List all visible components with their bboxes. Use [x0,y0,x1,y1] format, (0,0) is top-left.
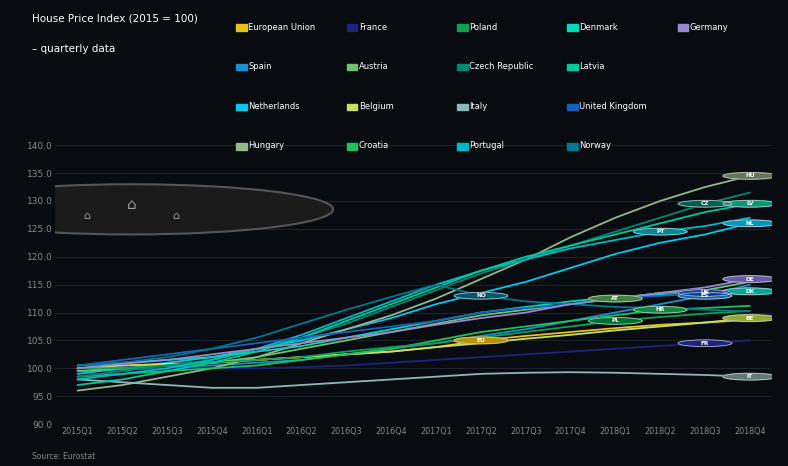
Text: Portugal: Portugal [469,141,504,151]
Text: LV: LV [746,201,753,206]
Text: ES: ES [701,293,709,298]
Circle shape [723,315,777,322]
Text: Netherlands: Netherlands [248,102,300,111]
Text: UK: UK [701,290,710,295]
Text: Spain: Spain [248,62,272,71]
Text: NL: NL [745,221,754,226]
Text: European Union: European Union [248,22,316,32]
Circle shape [678,293,732,299]
Text: AT: AT [611,296,619,301]
Text: – quarterly data: – quarterly data [32,44,115,54]
Circle shape [723,276,777,282]
Text: Denmark: Denmark [579,22,618,32]
Circle shape [0,184,333,234]
Text: DE: DE [745,276,754,281]
Circle shape [678,340,732,347]
Text: IT: IT [747,374,753,379]
Circle shape [723,373,777,380]
Text: ⌂: ⌂ [127,198,136,212]
Text: Hungary: Hungary [248,141,284,151]
Circle shape [454,337,507,344]
Text: EU: EU [477,338,485,343]
Text: Croatia: Croatia [359,141,389,151]
Circle shape [723,200,777,207]
Circle shape [723,220,777,226]
Text: Poland: Poland [469,22,497,32]
Circle shape [678,290,732,296]
Text: CZ: CZ [701,201,709,206]
Text: Latvia: Latvia [579,62,605,71]
Text: PT: PT [656,229,664,234]
Text: Belgium: Belgium [359,102,393,111]
Circle shape [678,200,732,207]
Circle shape [589,317,642,324]
Text: Germany: Germany [690,22,728,32]
Text: FR: FR [701,341,709,346]
Circle shape [634,228,687,235]
Circle shape [723,172,777,179]
Text: Norway: Norway [579,141,611,151]
Circle shape [454,293,507,299]
Text: NO: NO [476,293,485,298]
Text: France: France [359,22,387,32]
Text: ⌂: ⌂ [83,211,90,221]
Text: United Kingdom: United Kingdom [579,102,647,111]
Text: PL: PL [611,318,619,323]
Text: Italy: Italy [469,102,487,111]
Text: Austria: Austria [359,62,388,71]
Text: HU: HU [745,173,755,178]
Circle shape [723,288,777,295]
Text: BE: BE [745,315,754,321]
Text: Source: Eurostat: Source: Eurostat [32,452,95,461]
Text: HR: HR [656,307,665,312]
Text: DK: DK [745,289,754,294]
Circle shape [589,295,642,302]
Circle shape [634,306,687,313]
Text: ⌂: ⌂ [173,211,180,221]
Text: House Price Index (2015 = 100): House Price Index (2015 = 100) [32,14,198,24]
Text: Czech Republic: Czech Republic [469,62,533,71]
